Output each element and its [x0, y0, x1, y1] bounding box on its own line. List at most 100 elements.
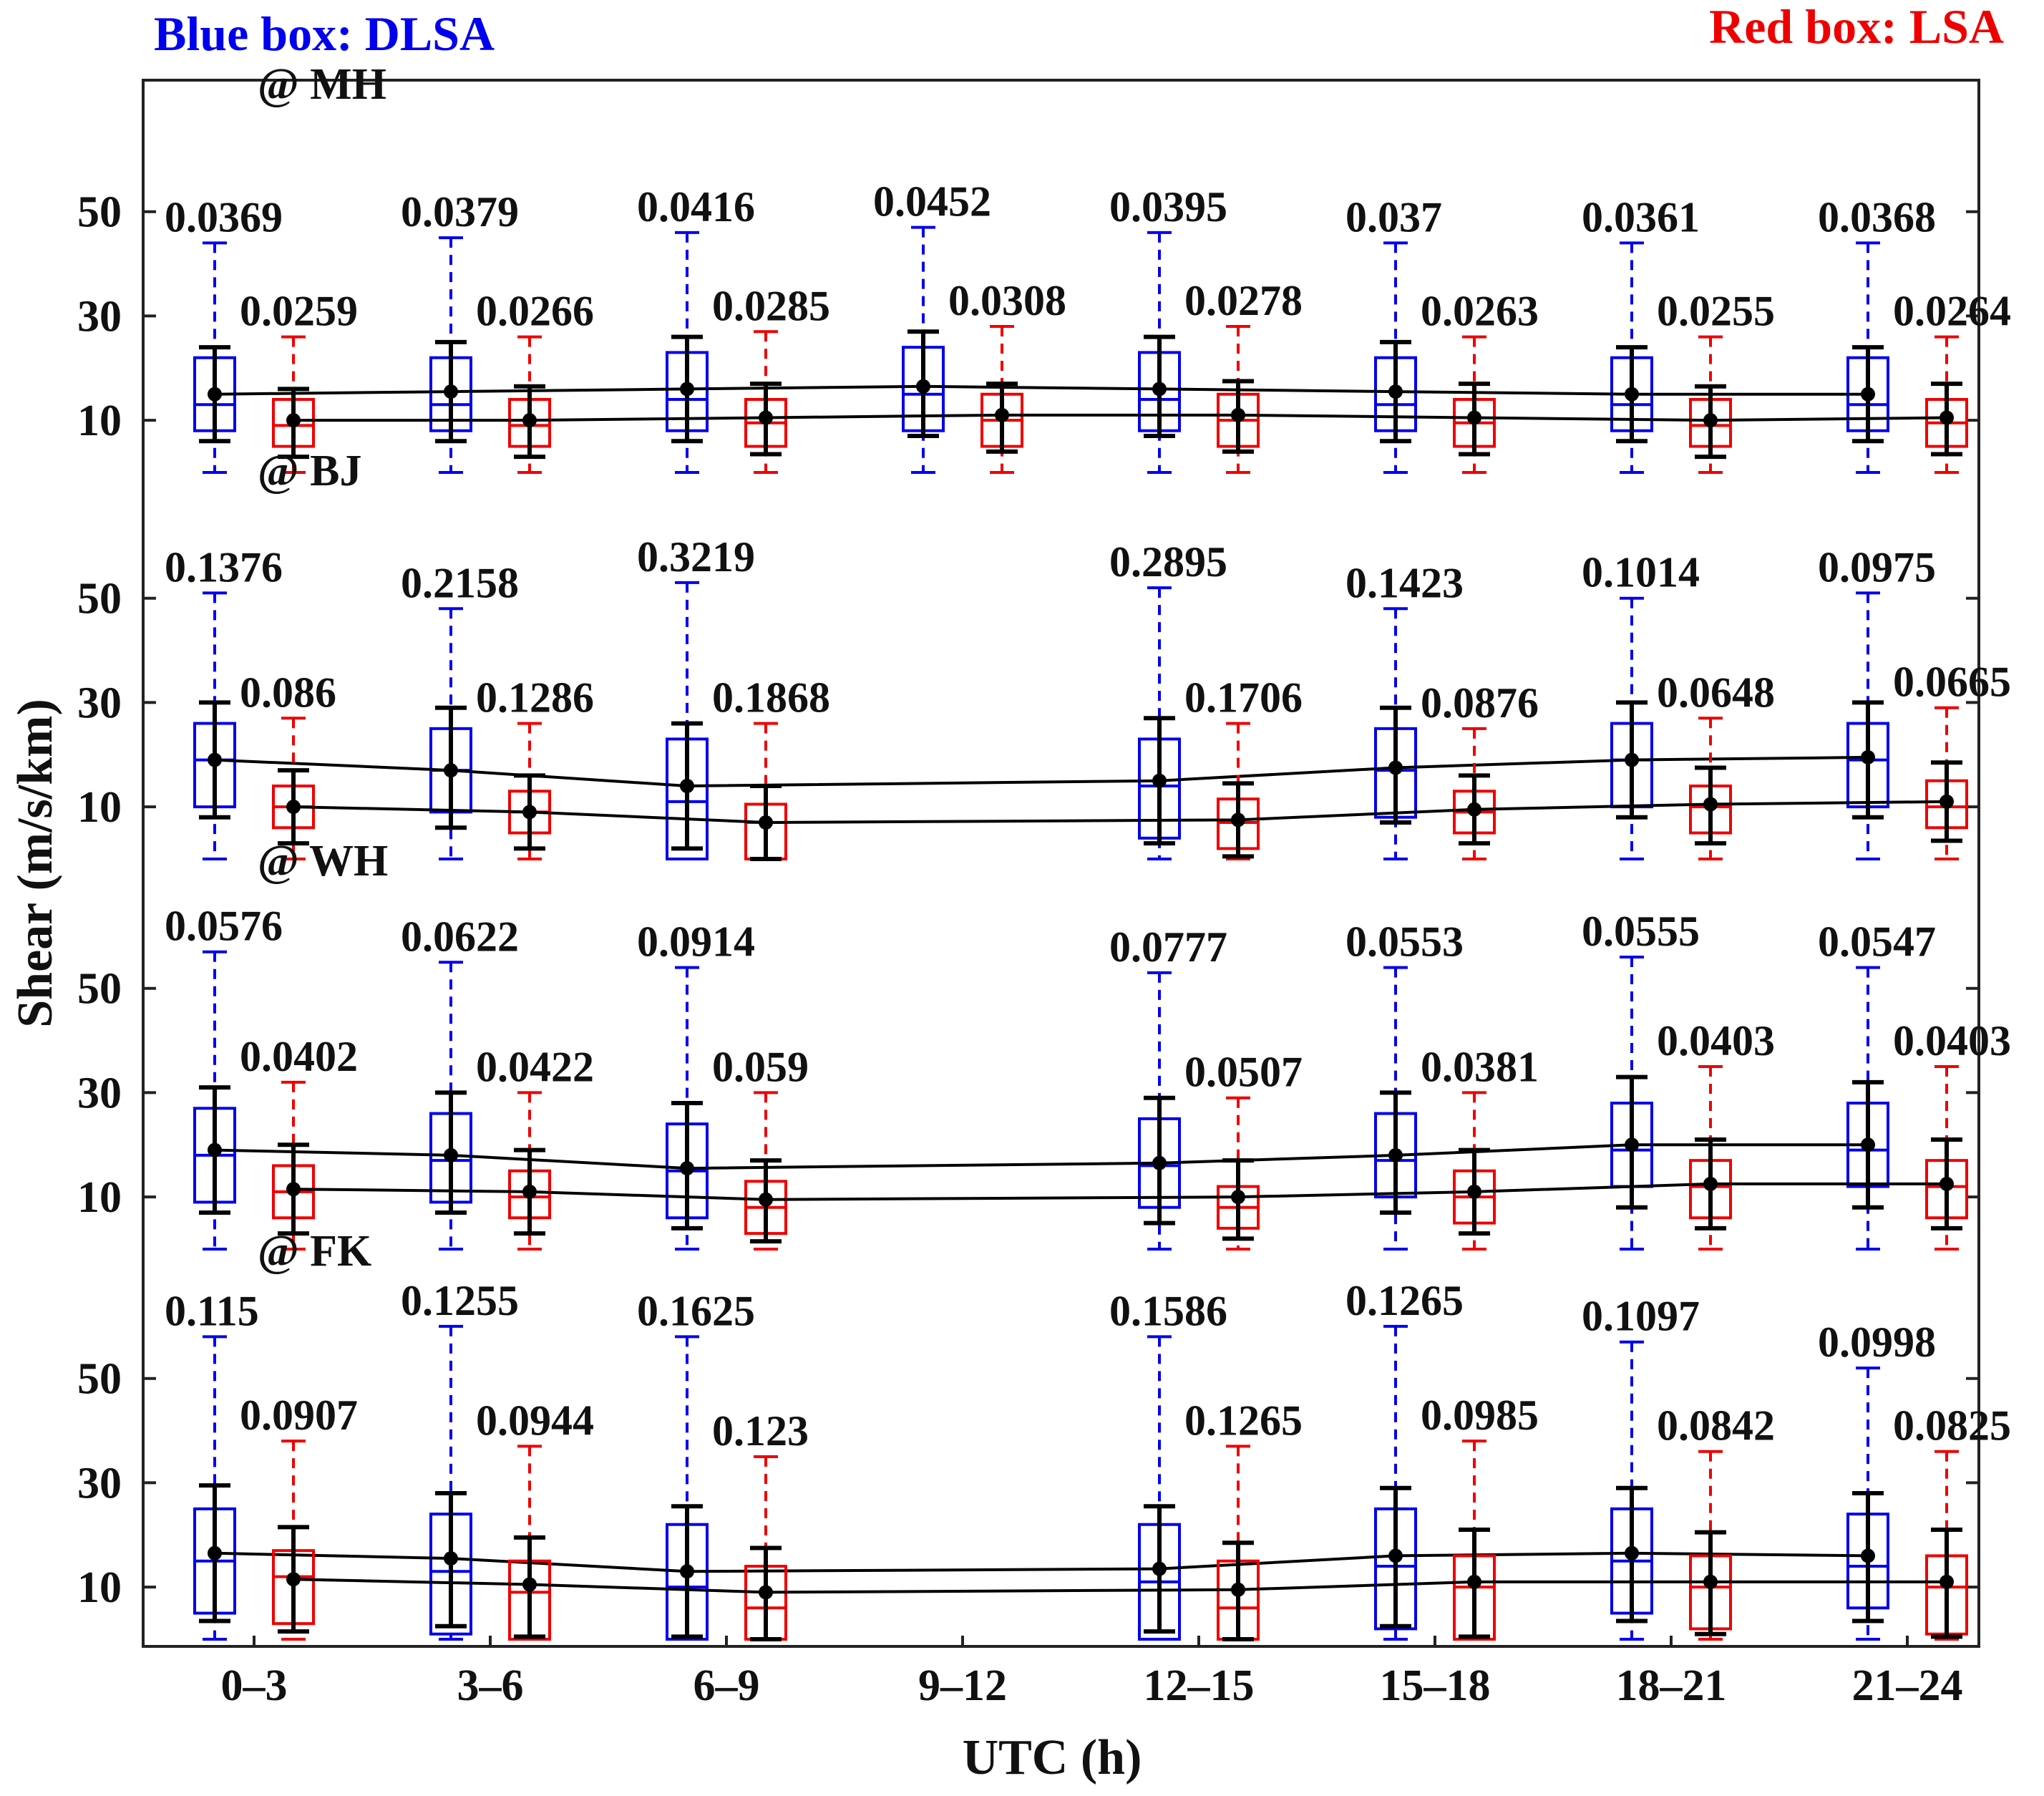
y-tick-label: 30 [77, 1069, 122, 1117]
mean-marker [286, 1572, 301, 1587]
lsa-box: 0.0264 [1893, 288, 2011, 474]
dlsa-box: 0.0622 [401, 913, 519, 1251]
p-value-label: 0.0648 [1657, 669, 1775, 716]
p-value-label: 0.0907 [240, 1392, 358, 1439]
x-axis-label: UTC (h) [963, 1730, 1142, 1785]
dlsa-box: 0.1423 [1345, 559, 1464, 860]
lsa-box: 0.1265 [1184, 1397, 1303, 1641]
lsa-box: 0.0507 [1184, 1049, 1303, 1251]
p-value-label: 0.0422 [476, 1043, 594, 1090]
dlsa-box: 0.1014 [1582, 549, 1700, 860]
p-value-label: 0.1706 [1184, 674, 1303, 722]
dlsa-box: 0.0379 [401, 188, 519, 474]
mean-marker [522, 805, 537, 820]
mean-marker [1940, 1574, 1954, 1589]
p-value-label: 0.0842 [1657, 1402, 1775, 1450]
p-value-label: 0.0403 [1893, 1017, 2011, 1064]
p-value-label: 0.0547 [1818, 918, 1936, 966]
p-value-label: 0.1097 [1582, 1293, 1700, 1340]
mean-marker [522, 1577, 537, 1592]
y-tick-label: 30 [77, 1459, 122, 1508]
mean-marker [444, 1147, 458, 1162]
dlsa-box: 0.0547 [1818, 918, 1936, 1251]
mean-marker [1152, 382, 1167, 397]
p-value-label: 0.0825 [1893, 1402, 2011, 1450]
p-value-label: 0.1586 [1109, 1287, 1227, 1334]
mean-marker [1625, 752, 1639, 767]
p-value-label: 0.1255 [401, 1277, 519, 1324]
lsa-box: 0.0263 [1421, 288, 1539, 474]
y-axis-label: Shear (m/s/km) [8, 699, 63, 1028]
x-tick-label: 12–15 [1144, 1661, 1255, 1710]
lsa-box: 0.0403 [1657, 1017, 1775, 1251]
lsa-box: 0.0308 [948, 277, 1066, 474]
p-value-label: 0.0361 [1582, 193, 1700, 241]
p-value-label: 0.0402 [240, 1033, 358, 1080]
lsa-mean-line [293, 800, 1947, 825]
mean-marker [1861, 749, 1875, 764]
p-value-label: 0.1265 [1184, 1397, 1303, 1444]
mean-marker [1388, 1147, 1403, 1162]
y-tick-label: 10 [77, 397, 122, 445]
mean-marker [1703, 413, 1718, 428]
p-value-label: 0.0985 [1421, 1392, 1539, 1439]
mean-marker [1231, 1582, 1245, 1597]
y-tick-label: 30 [77, 679, 122, 727]
panel-bj: 10 30 50 @ BJ 0.1376 0.2158 0.3219 0.2895 0.1423… [77, 447, 2011, 861]
mean-marker [1940, 410, 1954, 425]
mean-marker [208, 387, 222, 402]
p-value-label: 0.0369 [165, 193, 283, 241]
plot-frame [142, 79, 1980, 1648]
lsa-box: 0.0259 [240, 288, 358, 474]
lsa-box: 0.0825 [1893, 1402, 2011, 1641]
x-tick-label: 6–9 [694, 1661, 760, 1710]
p-value-label: 0.0944 [476, 1397, 594, 1444]
mean-marker [1152, 1155, 1167, 1170]
x-tick-label: 0–3 [221, 1661, 288, 1710]
dlsa-box: 0.115 [165, 1287, 259, 1641]
p-value-label: 0.0914 [637, 918, 755, 966]
mean-marker [208, 1545, 222, 1560]
p-value-label: 0.0264 [1893, 288, 2011, 335]
mean-marker [1388, 384, 1403, 399]
y-tick-label: 50 [77, 575, 122, 623]
p-value-label: 0.0665 [1893, 659, 2011, 706]
mean-marker [1152, 773, 1167, 788]
mean-marker [286, 800, 301, 815]
mean-marker [444, 384, 458, 399]
mean-marker [522, 413, 537, 428]
dlsa-box: 0.0975 [1818, 543, 1936, 860]
p-value-label: 0.0416 [637, 183, 755, 230]
lsa-box: 0.123 [712, 1407, 809, 1641]
mean-marker [1703, 1176, 1718, 1191]
legend-blue-label: Blue box: DLSA [154, 6, 495, 61]
p-value-label: 0.0255 [1657, 288, 1775, 335]
panel-mh: 10 30 50 @ MH 0.0369 0.0379 0.0416 0.0452 0.0395… [77, 60, 2011, 474]
mean-marker [759, 1192, 773, 1207]
x-tick-label: 18–21 [1616, 1661, 1727, 1710]
lsa-box: 0.0842 [1657, 1402, 1775, 1641]
mean-marker [522, 1184, 537, 1199]
lsa-box: 0.0907 [240, 1392, 358, 1641]
lsa-box: 0.0422 [476, 1043, 594, 1251]
p-value-label: 0.0975 [1818, 543, 1936, 591]
p-value-label: 0.1423 [1345, 559, 1464, 606]
p-value-label: 0.0285 [712, 282, 830, 329]
mean-marker [1467, 410, 1481, 425]
mean-marker [1703, 797, 1718, 812]
dlsa-box: 0.037 [1345, 193, 1442, 474]
mean-marker [444, 1551, 458, 1566]
mean-marker [759, 1585, 773, 1600]
dlsa-mean-line [214, 384, 1868, 396]
dlsa-box: 0.0395 [1109, 183, 1227, 474]
p-value-label: 0.3219 [637, 533, 755, 581]
mean-marker [1861, 1137, 1875, 1152]
p-value-label: 0.1014 [1582, 549, 1700, 596]
mean-marker [286, 1182, 301, 1197]
p-value-label: 0.0263 [1421, 288, 1539, 335]
mean-marker [1625, 1137, 1639, 1152]
p-value-label: 0.0998 [1818, 1319, 1936, 1366]
mean-marker [1231, 812, 1245, 827]
p-value-label: 0.0266 [476, 288, 594, 335]
